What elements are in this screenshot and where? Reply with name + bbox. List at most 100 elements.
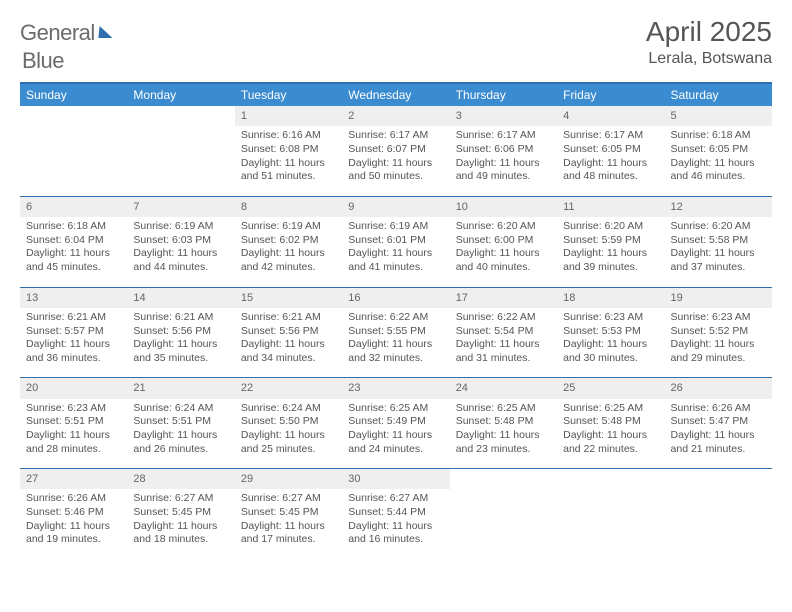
sunrise-text: Sunrise: 6:26 AM [26,492,121,506]
week-content-row: Sunrise: 6:16 AMSunset: 6:08 PMDaylight:… [20,126,772,196]
sunrise-text: Sunrise: 6:23 AM [26,402,121,416]
sunset-text: Sunset: 5:54 PM [456,325,551,339]
day-content-cell: Sunrise: 6:25 AMSunset: 5:48 PMDaylight:… [557,399,664,469]
day-number-cell: 23 [342,378,449,399]
daylight-text: Daylight: 11 hours and 40 minutes. [456,247,551,274]
day-number-cell [20,106,127,126]
day-content-cell: Sunrise: 6:22 AMSunset: 5:54 PMDaylight:… [450,308,557,378]
day-number-cell: 19 [665,287,772,308]
week-content-row: Sunrise: 6:18 AMSunset: 6:04 PM Daylight:… [20,217,772,287]
sunrise-text: Sunrise: 6:18 AM [671,129,766,143]
location-subtitle: Lerala, Botswana [646,50,772,68]
sunrise-text: Sunrise: 6:27 AM [241,492,336,506]
daylight-text: Daylight: 11 hours and 37 minutes. [671,247,766,274]
day-content-cell [450,489,557,559]
week-daynum-row: 12345 [20,106,772,126]
day-number-cell: 17 [450,287,557,308]
sunset-text: Sunset: 6:05 PM [671,143,766,157]
sunset-text: Sunset: 5:58 PM [671,234,766,248]
day-number-cell: 11 [557,196,664,217]
day-number-cell: 14 [127,287,234,308]
sunrise-text: Sunrise: 6:27 AM [133,492,228,506]
day-number-cell: 16 [342,287,449,308]
sunset-text: Sunset: 5:47 PM [671,415,766,429]
day-number-cell: 7 [127,196,234,217]
brand-logo: General [20,16,115,46]
day-content-cell: Sunrise: 6:27 AMSunset: 5:45 PMDaylight:… [127,489,234,559]
day-content-cell [127,126,234,196]
sunrise-text: Sunrise: 6:19 AM [348,220,443,234]
sunset-text: Sunset: 6:02 PM [241,234,336,248]
sunset-text: Sunset: 5:49 PM [348,415,443,429]
week-daynum-row: 6789101112 [20,196,772,217]
sunset-text: Sunset: 5:46 PM [26,506,121,520]
sunset-text: Sunset: 5:51 PM [133,415,228,429]
sunset-text: Sunset: 5:48 PM [563,415,658,429]
sunrise-text: Sunrise: 6:18 AM [26,220,121,234]
daylight-text: Daylight: 11 hours and 25 minutes. [241,429,336,456]
day-number-cell: 9 [342,196,449,217]
dow-monday: Monday [127,84,234,106]
daylight-text: Daylight: 11 hours and 16 minutes. [348,520,443,547]
sunset-text: Sunset: 5:55 PM [348,325,443,339]
day-content-cell: Sunrise: 6:17 AMSunset: 6:05 PMDaylight:… [557,126,664,196]
daylight-text: Daylight: 11 hours and 51 minutes. [241,157,336,184]
sunrise-text: Sunrise: 6:19 AM [133,220,228,234]
daylight-text: Daylight: 11 hours and 42 minutes. [241,247,336,274]
week-content-row: Sunrise: 6:26 AMSunset: 5:46 PM Daylight:… [20,489,772,559]
day-number-cell: 10 [450,196,557,217]
dow-tuesday: Tuesday [235,84,342,106]
sunrise-text: Sunrise: 6:22 AM [456,311,551,325]
sunrise-text: Sunrise: 6:19 AM [241,220,336,234]
sunset-text: Sunset: 5:44 PM [348,506,443,520]
day-content-cell: Sunrise: 6:26 AMSunset: 5:47 PMDaylight:… [665,399,772,469]
day-content-cell: Sunrise: 6:17 AMSunset: 6:07 PMDaylight:… [342,126,449,196]
day-number-cell: 2 [342,106,449,126]
daylight-text: Daylight: 11 hours and 17 minutes. [241,520,336,547]
day-number-cell: 1 [235,106,342,126]
sunrise-text: Sunrise: 6:25 AM [456,402,551,416]
day-number-cell [557,469,664,490]
daylight-text: Daylight: 11 hours and 26 minutes. [133,429,228,456]
sunset-text: Sunset: 6:07 PM [348,143,443,157]
sunset-text: Sunset: 6:04 PM [26,234,121,248]
sunrise-text: Sunrise: 6:21 AM [133,311,228,325]
daylight-text: Daylight: 11 hours and 24 minutes. [348,429,443,456]
day-content-cell: Sunrise: 6:20 AMSunset: 6:00 PMDaylight:… [450,217,557,287]
daylight-text: Daylight: 11 hours and 21 minutes. [671,429,766,456]
day-content-cell: Sunrise: 6:23 AMSunset: 5:51 PMDaylight:… [20,399,127,469]
sunrise-text: Sunrise: 6:21 AM [241,311,336,325]
day-number-cell: 18 [557,287,664,308]
day-content-cell: Sunrise: 6:18 AMSunset: 6:04 PMDaylight:… [20,217,127,287]
day-content-cell: Sunrise: 6:27 AMSunset: 5:45 PMDaylight:… [235,489,342,559]
day-number-cell: 28 [127,469,234,490]
dow-friday: Friday [557,84,664,106]
daylight-text: Daylight: 11 hours and 23 minutes. [456,429,551,456]
daylight-text: Daylight: 11 hours and 35 minutes. [133,338,228,365]
sunset-text: Sunset: 5:45 PM [133,506,228,520]
sunrise-text: Sunrise: 6:21 AM [26,311,121,325]
dow-saturday: Saturday [665,84,772,106]
day-number-cell: 25 [557,378,664,399]
day-content-cell: Sunrise: 6:21 AMSunset: 5:56 PMDaylight:… [127,308,234,378]
sunrise-text: Sunrise: 6:17 AM [563,129,658,143]
dow-wednesday: Wednesday [342,84,449,106]
day-content-cell: Sunrise: 6:20 AMSunset: 5:58 PMDaylight:… [665,217,772,287]
day-content-cell: Sunrise: 6:19 AMSunset: 6:01 PMDaylight:… [342,217,449,287]
day-number-cell: 3 [450,106,557,126]
daylight-text: Daylight: 11 hours and 32 minutes. [348,338,443,365]
sunrise-text: Sunrise: 6:26 AM [671,402,766,416]
sunrise-text: Sunrise: 6:25 AM [563,402,658,416]
dow-thursday: Thursday [450,84,557,106]
daylight-text: Daylight: 11 hours and 49 minutes. [456,157,551,184]
week-content-row: Sunrise: 6:21 AMSunset: 5:57 PMDaylight:… [20,308,772,378]
day-number-cell: 5 [665,106,772,126]
sunset-text: Sunset: 5:59 PM [563,234,658,248]
brand-word2: Blue [22,48,64,74]
day-content-cell: Sunrise: 6:24 AMSunset: 5:51 PMDaylight:… [127,399,234,469]
sunset-text: Sunset: 5:48 PM [456,415,551,429]
brand-word1: General [20,20,95,46]
day-number-cell: 30 [342,469,449,490]
day-number-cell: 6 [20,196,127,217]
day-content-cell: Sunrise: 6:17 AMSunset: 6:06 PMDaylight:… [450,126,557,196]
